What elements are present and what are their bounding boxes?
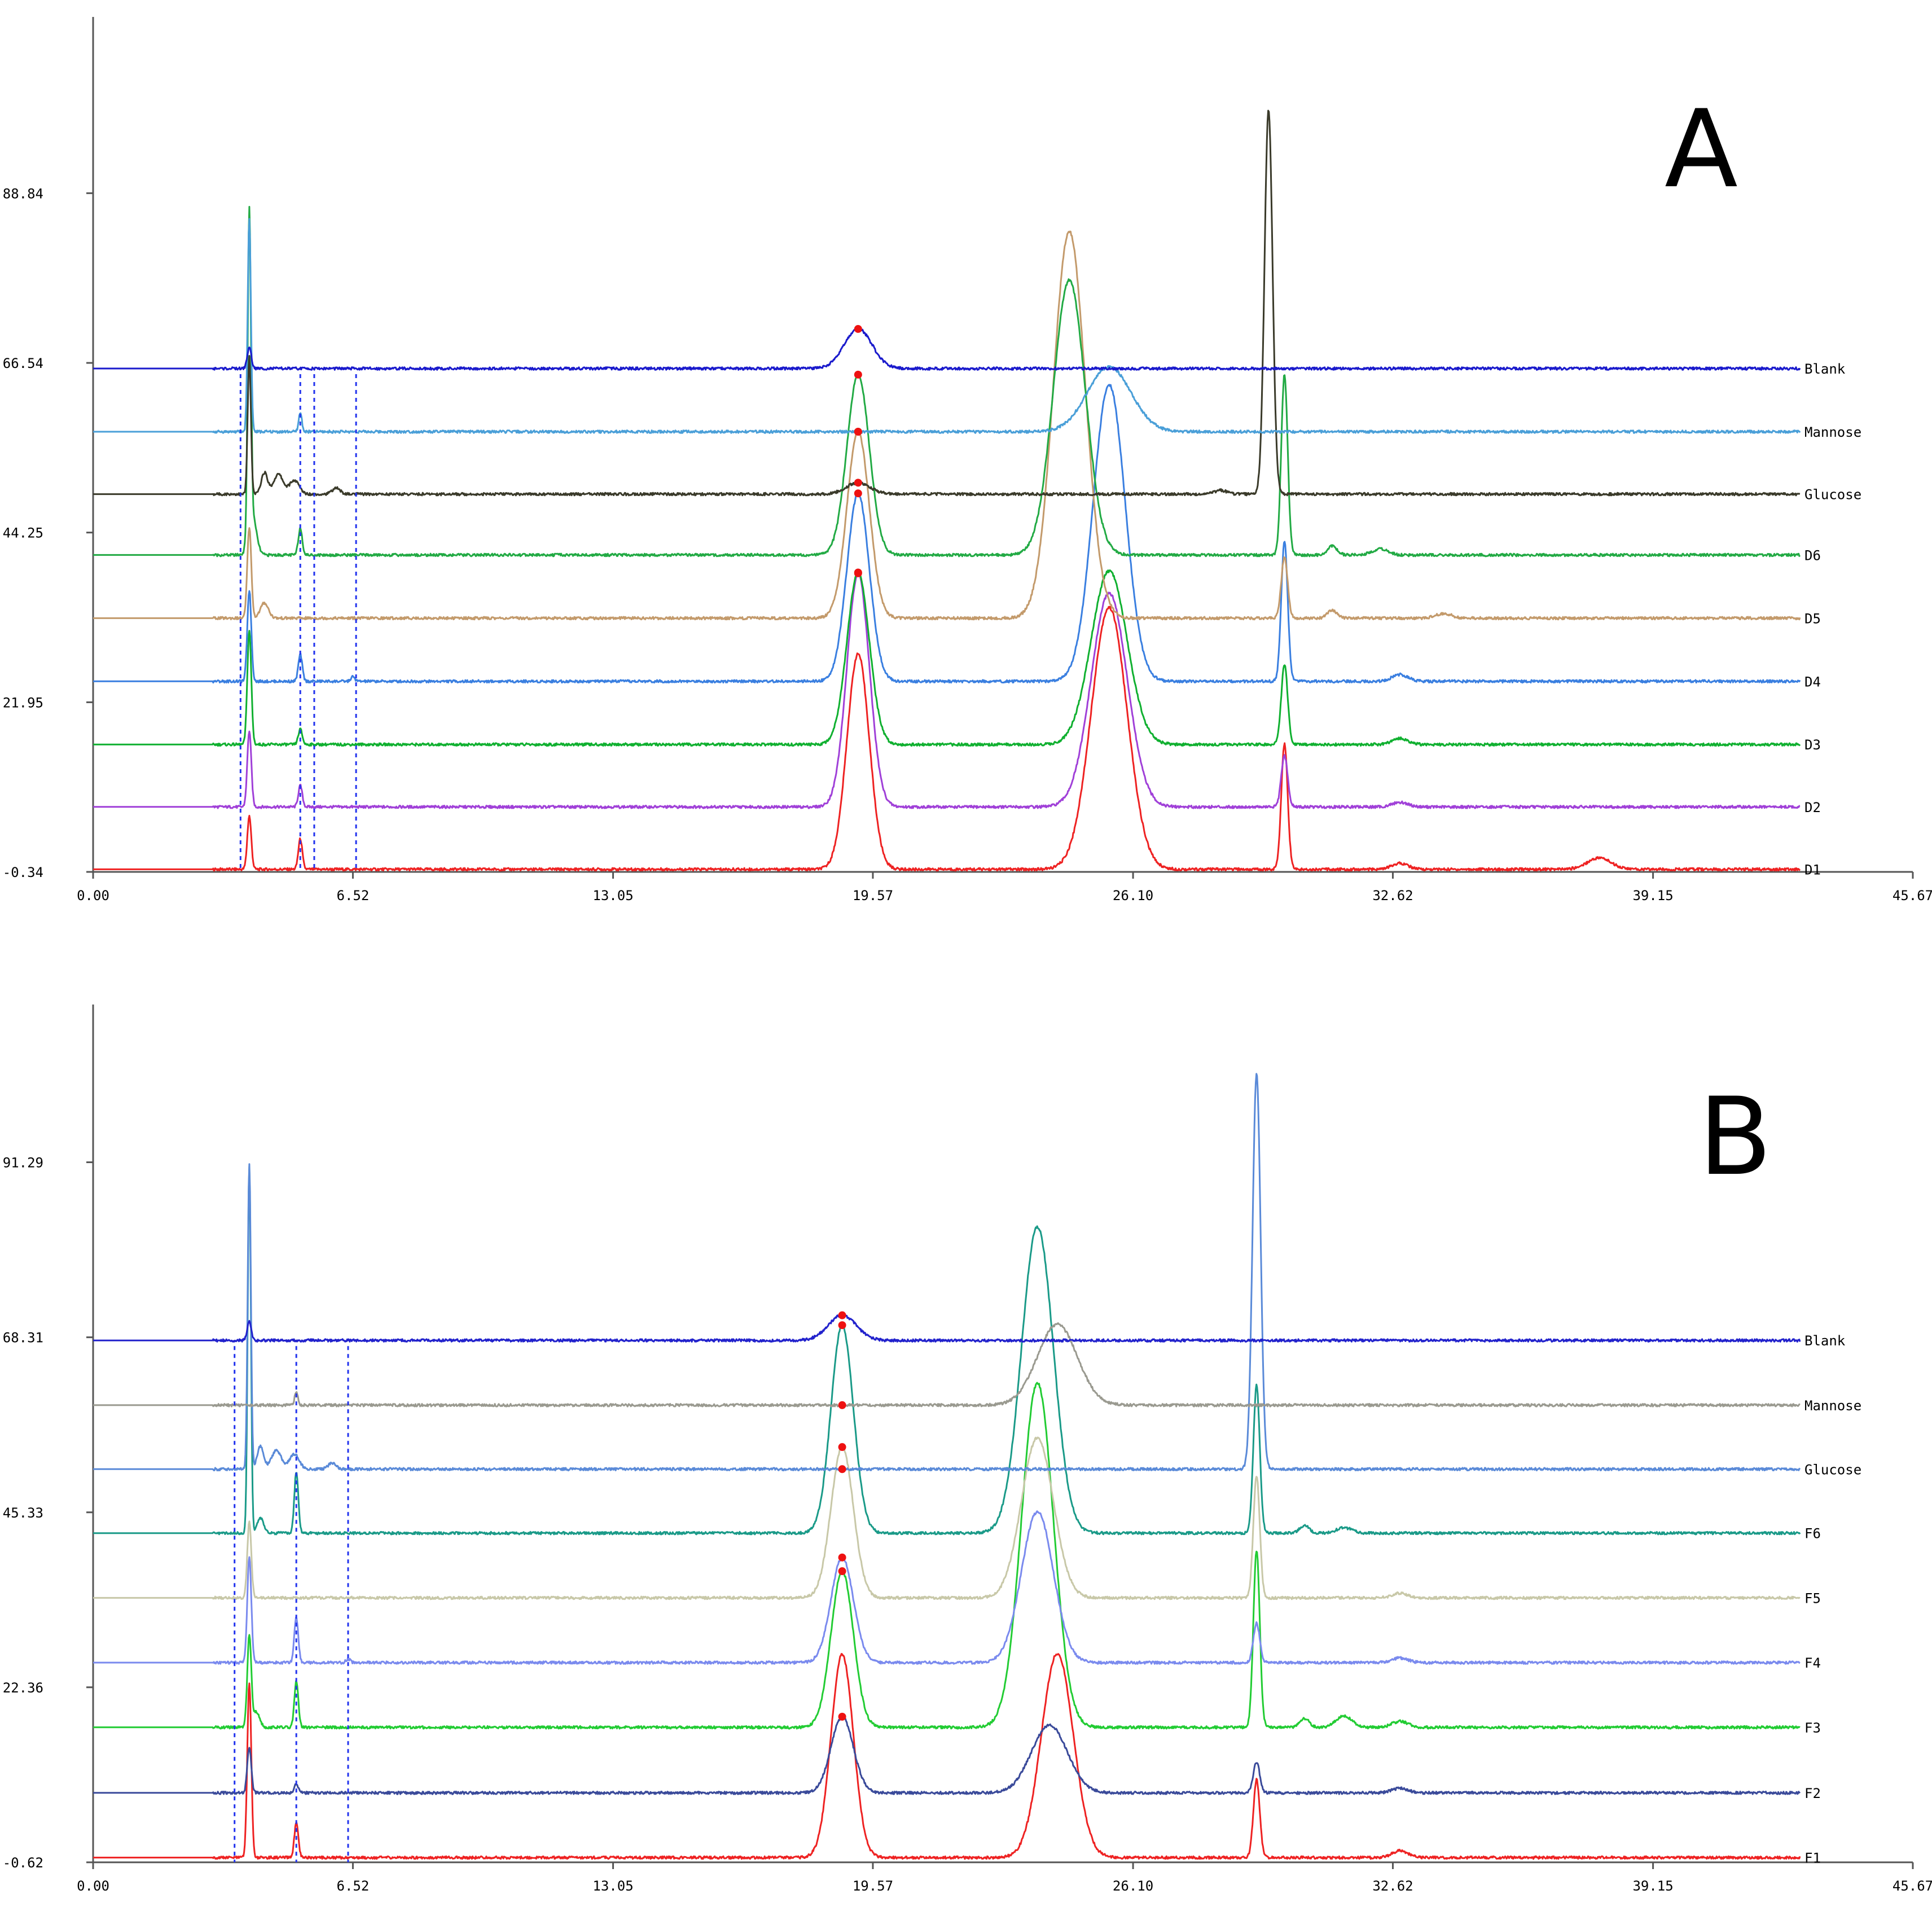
- x-tick-label: 39.15: [1632, 1878, 1673, 1894]
- trace-label-d5: D5: [1804, 611, 1821, 626]
- chart-panel-b: 0.00 6.52 13.05 19.57 26.10 32.62 39.15 45.67 -0…: [3, 1005, 1932, 1894]
- peak-marker-dot: [838, 1311, 846, 1319]
- trace-label-d2: D2: [1804, 800, 1821, 815]
- trace-f3: [93, 1381, 1801, 1730]
- trace-mannose: [93, 218, 1801, 434]
- trace-label-f5: F5: [1804, 1590, 1821, 1606]
- peak-marker-dot: [838, 1567, 846, 1576]
- y-tick-label: 22.36: [3, 1680, 43, 1696]
- trace-label-mannose: Mannose: [1804, 1398, 1861, 1414]
- trace-label-f6: F6: [1804, 1526, 1821, 1542]
- x-tick-label: 26.10: [1113, 888, 1153, 904]
- trace-label-f3: F3: [1804, 1720, 1821, 1736]
- x-tick-label: 32.62: [1372, 1878, 1413, 1894]
- x-tick-label: 26.10: [1113, 1878, 1153, 1894]
- trace-d6: [93, 205, 1801, 558]
- trace-label-glucose: Glucose: [1804, 1462, 1861, 1477]
- trace-f6: [93, 1165, 1801, 1536]
- y-tick-label: 88.84: [3, 186, 43, 201]
- peak-marker-dot: [854, 427, 862, 436]
- trace-label-blank: Blank: [1804, 361, 1846, 377]
- trace-label-f2: F2: [1804, 1786, 1821, 1801]
- trace-d1: [93, 606, 1801, 872]
- peak-marker-dot: [854, 569, 862, 577]
- trace-label-mannose: Mannose: [1804, 424, 1861, 440]
- trace-label-d1: D1: [1804, 862, 1821, 878]
- trace-label-blank: Blank: [1804, 1333, 1846, 1349]
- trace-f5: [93, 1436, 1801, 1600]
- peak-marker-dot: [838, 1553, 846, 1562]
- trace-label-d3: D3: [1804, 737, 1821, 753]
- trace-d4: [93, 384, 1801, 684]
- x-tick-label: 6.52: [337, 888, 370, 904]
- y-tick-label: 68.31: [3, 1330, 43, 1346]
- trace-f1: [93, 1653, 1801, 1860]
- trace-d2: [93, 572, 1801, 809]
- x-tick-label: 6.52: [337, 1878, 370, 1894]
- peak-marker-dot: [854, 479, 862, 487]
- y-tick-label: 91.29: [3, 1155, 43, 1171]
- peak-marker-dot: [854, 370, 862, 379]
- x-tick-label: 32.62: [1372, 888, 1413, 904]
- trace-f4: [93, 1510, 1801, 1665]
- trace-label-glucose: Glucose: [1804, 487, 1861, 503]
- x-tick-label: 13.05: [592, 888, 633, 904]
- panel-label: B: [1698, 1074, 1772, 1199]
- x-tick-label: 19.57: [853, 1878, 893, 1894]
- peak-marker-dot: [854, 324, 862, 333]
- y-tick-label: -0.62: [3, 1855, 43, 1871]
- x-tick-label: 13.05: [592, 1878, 633, 1894]
- trace-f2: [93, 1715, 1801, 1795]
- trace-glucose: [93, 1073, 1801, 1472]
- x-tick-label: 0.00: [77, 1878, 109, 1894]
- y-tick-label: -0.34: [3, 865, 43, 880]
- trace-d5: [93, 230, 1801, 621]
- peak-marker-dot: [838, 1712, 846, 1721]
- trace-label-f4: F4: [1804, 1655, 1821, 1671]
- trace-label-d4: D4: [1804, 674, 1821, 690]
- trace-mannose: [93, 1322, 1801, 1407]
- x-tick-label: 45.67: [1893, 1878, 1932, 1894]
- trace-glucose: [93, 109, 1801, 497]
- y-tick-label: 44.25: [3, 525, 43, 541]
- y-tick-label: 21.95: [3, 695, 43, 710]
- panel-label: A: [1665, 87, 1738, 212]
- x-tick-label: 19.57: [853, 888, 893, 904]
- peak-marker-dot: [854, 489, 862, 498]
- y-tick-label: 66.54: [3, 356, 43, 371]
- x-tick-label: 45.67: [1893, 888, 1932, 904]
- trace-blank: [93, 327, 1801, 371]
- y-tick-label: 45.33: [3, 1505, 43, 1521]
- trace-label-f1: F1: [1804, 1850, 1821, 1866]
- trace-blank: [93, 1313, 1801, 1343]
- peak-marker-dot: [838, 1401, 846, 1409]
- trace-label-d6: D6: [1804, 547, 1821, 563]
- peak-marker-dot: [838, 1321, 846, 1330]
- trace-d3: [93, 569, 1801, 747]
- chart-panel-a: 0.00 6.52 13.05 19.57 26.10 32.62 39.15 45.67 -0…: [3, 17, 1932, 904]
- peak-marker-dot: [838, 1443, 846, 1451]
- x-tick-label: 39.15: [1632, 888, 1673, 904]
- peak-marker-dot: [838, 1465, 846, 1473]
- x-tick-label: 0.00: [77, 888, 109, 904]
